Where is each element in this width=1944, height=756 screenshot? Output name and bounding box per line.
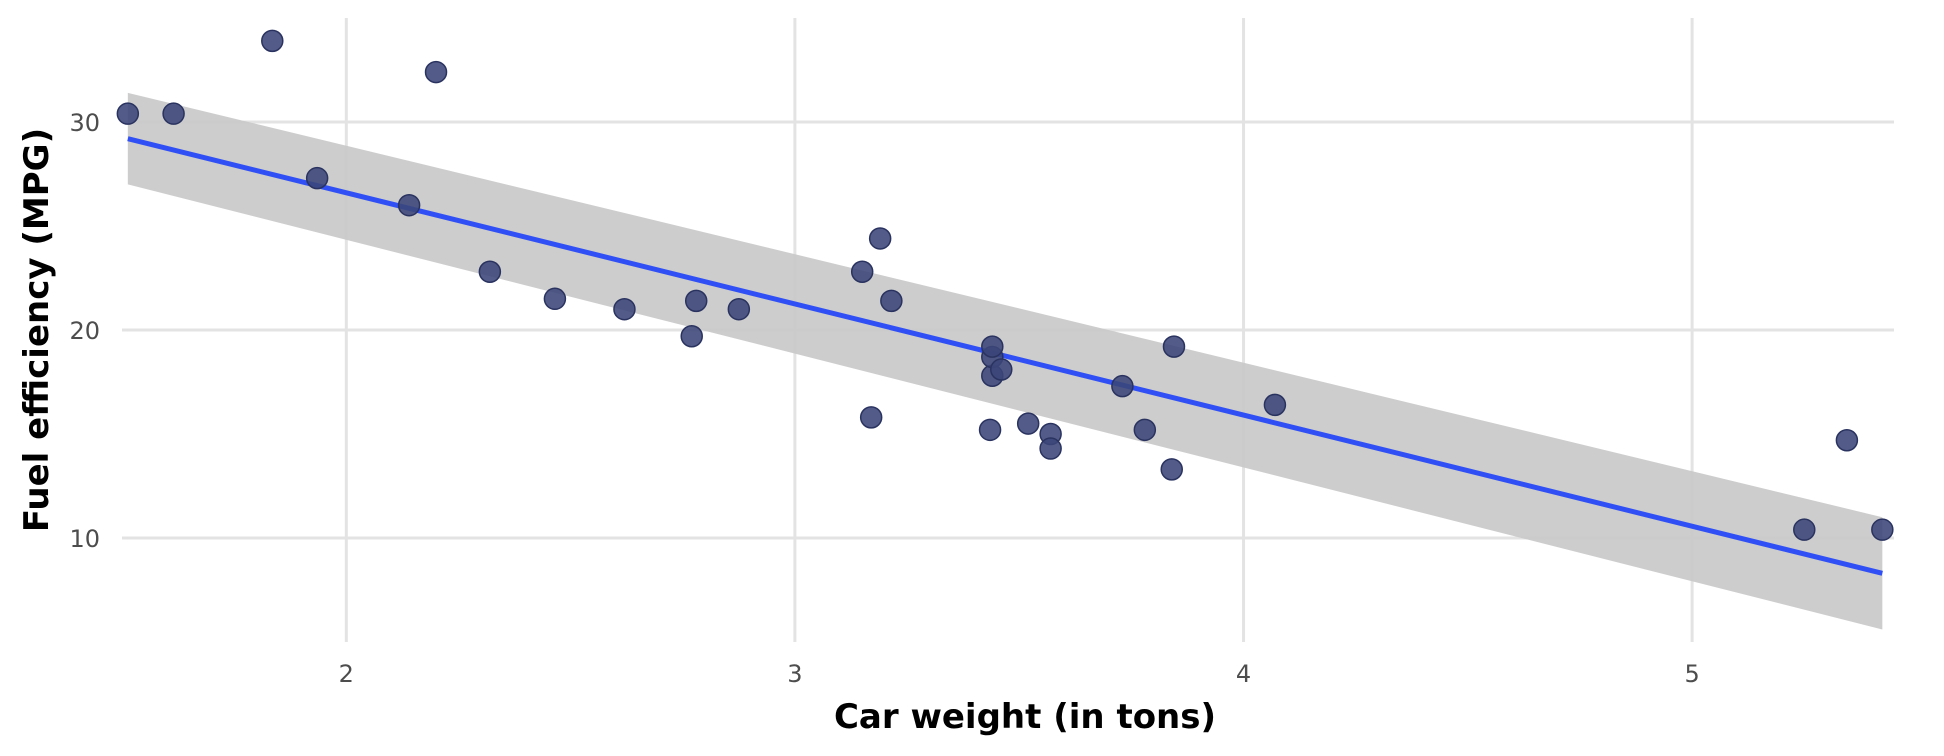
data-point	[478, 260, 502, 284]
x-tick-label: 4	[1236, 660, 1251, 688]
x-tick-label: 3	[787, 660, 802, 688]
data-point	[1133, 418, 1157, 442]
y-tick-label: 10	[69, 525, 100, 553]
x-tick-labels: 2 3 4 5	[339, 660, 1700, 688]
x-tick-label: 5	[1684, 660, 1699, 688]
data-point	[1793, 518, 1816, 541]
data-point	[680, 324, 703, 348]
data-point	[978, 418, 1002, 442]
data-point	[981, 335, 1004, 358]
data-point	[1039, 437, 1062, 460]
x-axis-title: Car weight (in tons)	[834, 697, 1216, 737]
data-point	[1016, 412, 1040, 435]
fit-line-layer	[127, 136, 1883, 576]
data-point	[116, 102, 140, 125]
fit-line	[127, 136, 1883, 576]
data-points	[116, 29, 1894, 541]
data-point	[1111, 374, 1134, 398]
data-point	[1263, 393, 1287, 417]
x-tick-label: 2	[339, 660, 354, 688]
data-point	[613, 297, 636, 321]
data-point	[868, 227, 892, 250]
data-point	[684, 289, 708, 313]
data-point	[305, 166, 329, 190]
data-point	[880, 289, 903, 313]
data-point	[850, 260, 874, 284]
data-point	[543, 287, 567, 311]
y-tick-label: 20	[69, 317, 100, 345]
data-point	[397, 193, 421, 217]
data-point	[1835, 428, 1859, 452]
data-point	[859, 406, 883, 429]
data-point	[261, 29, 284, 53]
data-point	[727, 297, 751, 321]
data-point	[1871, 518, 1894, 541]
data-point	[990, 358, 1013, 381]
y-axis-title: Fuel efficiency (MPG)	[17, 128, 57, 532]
data-point	[1160, 458, 1183, 481]
y-tick-label: 30	[69, 109, 100, 137]
data-point	[162, 102, 185, 125]
y-tick-labels: 10 20 30	[69, 109, 100, 553]
data-point	[1162, 335, 1186, 358]
data-point	[424, 60, 448, 84]
